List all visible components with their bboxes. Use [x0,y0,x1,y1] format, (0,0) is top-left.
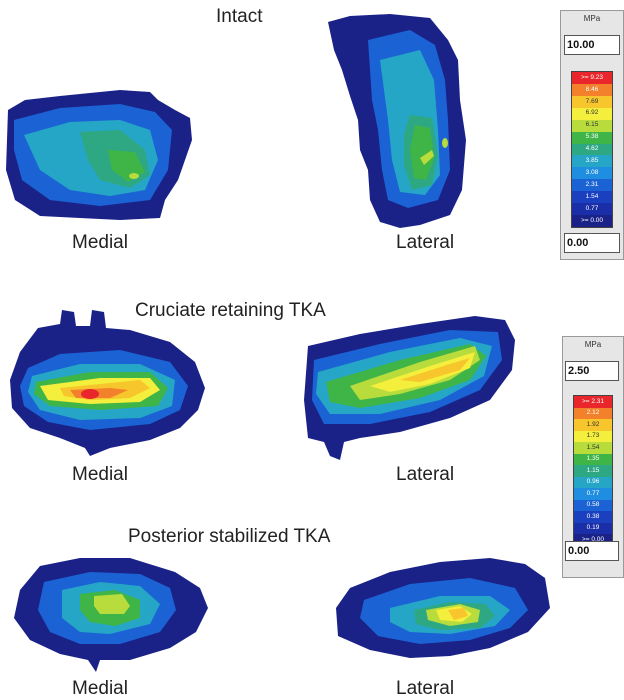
scale_top-step: 0.77 [572,203,612,216]
scale_bottom-step: 1.73 [574,430,612,443]
scale_bottom-step: 0.96 [574,476,612,489]
intact-medial-pressure-map [6,90,192,220]
scale_top-step: 5.38 [572,131,612,144]
pressure-scale-top: MPa 10.00 >= 9.23 8.46 7.69 6.92 6.15 5.38 4.6… [560,10,624,260]
scale_bottom-step: 1.35 [574,453,612,466]
scale_bottom-step: 2.12 [574,407,612,420]
scale-top-max-field[interactable]: 10.00 [564,35,620,55]
scale_top-step: 2.31 [572,179,612,192]
scale_top-step: 1.54 [572,191,612,204]
scale-bottom-max-field[interactable]: 2.50 [565,361,619,381]
cr-medial-pressure-map [10,310,205,456]
scale_top-step: 4.62 [572,143,612,156]
scale_top-step: >= 9.23 [572,72,612,84]
scale-top-color-bar: >= 9.23 8.46 7.69 6.92 6.15 5.38 4.62 3.85 3.08 2… [571,71,613,228]
intact-lateral-pressure-map [328,14,466,228]
scale_bottom-step: 0.38 [574,511,612,523]
cr-lateral-label: Lateral [396,464,455,485]
cr-medial-label: Medial [72,464,128,485]
ps-lateral-label: Lateral [396,678,455,699]
ps-lateral-pressure-map [336,558,550,658]
scale-bottom-min-field[interactable]: 0.00 [565,541,619,561]
ps-medial-pressure-map [14,558,208,672]
scale_top-step: 8.46 [572,83,612,96]
section-title-posterior-stabilized: Posterior stabilized TKA [128,526,331,547]
scale_bottom-step: 1.15 [574,465,612,477]
scale_top-step: 6.15 [572,119,612,132]
scale_top-step: >= 0.00 [572,215,612,227]
scale-bottom-unit: MPa [584,340,602,349]
scale_top-step: 6.92 [572,107,612,120]
ps-medial-label: Medial [72,678,128,699]
scale_bottom-step: 1.92 [574,419,612,431]
scale-top-min-field[interactable]: 0.00 [564,233,620,253]
section-title-cruciate-retaining: Cruciate retaining TKA [135,300,326,321]
scale_top-step: 3.08 [572,167,612,180]
scale_bottom-step: 0.77 [574,488,612,500]
scale_bottom-step: 0.19 [574,522,612,535]
scale_bottom-step: >= 2.31 [574,396,612,408]
intact-medial-label: Medial [72,232,128,253]
section-title-intact: Intact [216,6,263,27]
scale_bottom-step: 0.58 [574,499,612,512]
scale_bottom-step: >= 0.00 [574,534,612,546]
scale_top-step: 3.85 [572,155,612,168]
intact-lateral-label: Lateral [396,232,455,253]
scale-top-unit: MPa [583,14,601,23]
scale-bottom-color-bar: >= 2.31 2.12 1.92 1.73 1.54 1.35 1.15 0.96 0.77 0… [573,395,613,547]
cr-lateral-pressure-map [304,316,515,460]
pressure-scale-bottom: MPa 2.50 >= 2.31 2.12 1.92 1.73 1.54 1.35 1.15… [562,336,624,578]
scale_bottom-step: 1.54 [574,442,612,454]
scale_top-step: 7.69 [572,95,612,108]
